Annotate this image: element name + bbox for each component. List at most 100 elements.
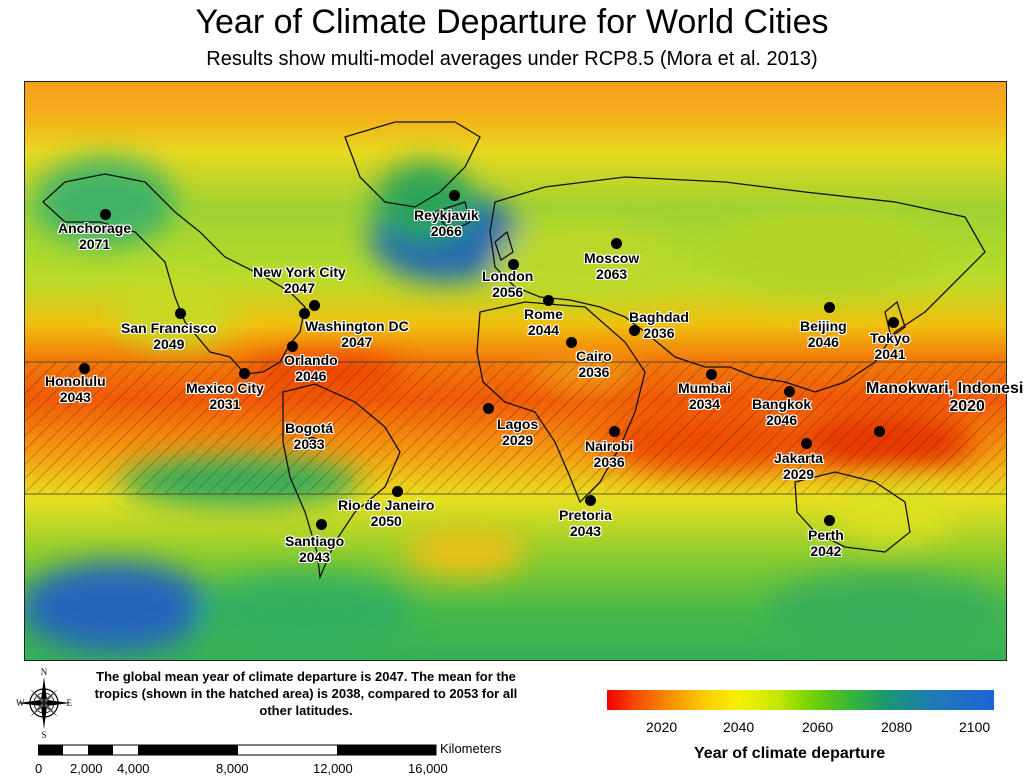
city-marker-pretoria (585, 495, 596, 506)
city-label-perth: Perth 2042 (808, 527, 844, 559)
map-title: Year of Climate Departure for World Citi… (195, 3, 829, 41)
city-year: 2071 (78, 236, 111, 252)
city-name: Rio de Janeiro (338, 497, 435, 513)
scale-tick: 8,000 (216, 761, 249, 776)
city-label-orlando: Orlando 2046 (284, 352, 338, 384)
city-label-reykjavik: Reykjavik 2066 (414, 207, 479, 239)
scale-tick: 0 (35, 761, 43, 776)
city-name: Honolulu (45, 373, 106, 389)
city-year: 2063 (596, 266, 628, 282)
city-label-bangkok: Bangkok 2046 (752, 396, 811, 428)
city-name: Bogotá (285, 420, 334, 436)
climate-departure-raster (25, 82, 1006, 660)
city-marker-london (508, 259, 519, 270)
city-label-tokyo: Tokyo 2041 (870, 330, 910, 362)
city-year: 2041 (874, 346, 906, 362)
city-name: London (482, 268, 534, 284)
city-name: Santiago (285, 533, 345, 549)
city-marker-santiago (316, 519, 327, 530)
city-label-lagos: Lagos 2029 (497, 416, 538, 448)
city-label-new-york-city: New York City 2047 (253, 264, 346, 296)
city-year: 2036 (578, 364, 610, 380)
city-label-santiago: Santiago 2043 (285, 533, 344, 565)
city-marker-orlando (287, 341, 298, 352)
city-label-london: London 2056 (482, 268, 533, 300)
city-name: Mumbai (678, 380, 731, 396)
city-year: 2066 (430, 223, 462, 239)
city-year: 2046 (807, 334, 839, 350)
city-name: Cairo (576, 348, 612, 364)
summary-note: The global mean year of climate departur… (94, 669, 518, 718)
legend-tick: 2040 (723, 719, 755, 735)
city-marker-rome (543, 295, 554, 306)
city-name: Nairobi (585, 438, 634, 454)
city-label-manokwari: Manokwari, Indonesia 2020 (866, 380, 1024, 416)
city-name: Mexico City (186, 380, 264, 396)
city-name: Bangkok (752, 396, 812, 412)
compass-e: E (67, 698, 73, 708)
city-label-baghdad: Baghdad 2036 (629, 309, 689, 341)
city-label-bogota: Bogotá 2033 (285, 420, 333, 452)
city-label-beijing: Beijing 2046 (800, 318, 847, 350)
city-year: 2034 (688, 396, 721, 412)
legend-tick: 2080 (881, 719, 913, 735)
scale-bar (38, 744, 437, 756)
legend-tick: 2020 (646, 719, 678, 735)
city-marker-san-francisco (175, 308, 186, 319)
city-year: 2042 (810, 543, 842, 559)
city-year: 2047 (341, 334, 373, 350)
city-name: Baghdad (629, 309, 689, 325)
city-name: New York City (253, 264, 346, 280)
city-marker-mexico-city (239, 368, 250, 379)
city-name: Jakarta (774, 450, 824, 466)
city-marker-beijing (824, 302, 835, 313)
world-map (24, 81, 1007, 661)
scale-tick: 4,000 (117, 761, 150, 776)
scale-tick: 16,000 (408, 761, 448, 776)
city-marker-baghdad (629, 325, 640, 336)
city-label-rio-de-janeiro: Rio de Janeiro 2050 (338, 497, 434, 529)
city-year: 2029 (782, 466, 815, 482)
city-label-cairo: Cairo 2036 (576, 348, 612, 380)
city-name: Washington DC (305, 318, 409, 334)
city-marker-reykjavik (449, 190, 460, 201)
city-year: 2043 (59, 389, 91, 405)
city-marker-tokyo (888, 317, 899, 328)
city-marker-bangkok (784, 386, 795, 397)
city-label-washington-dc: Washington DC 2047 (305, 318, 409, 350)
city-year: 2033 (293, 436, 325, 452)
city-name: Rome (524, 306, 563, 322)
city-marker-nairobi (609, 426, 620, 437)
city-name: Perth (808, 527, 844, 543)
city-year: 2020 (949, 398, 985, 415)
scale-tick: 2,000 (70, 761, 103, 776)
city-name: Manokwari, Indonesia (866, 380, 1024, 397)
city-year: 2050 (370, 513, 402, 529)
map-subtitle: Results show multi-model averages under … (206, 48, 818, 70)
city-label-mexico-city: Mexico City 2031 (186, 380, 264, 412)
legend-tick: 2060 (802, 719, 834, 735)
city-marker-lagos (483, 403, 494, 414)
city-label-jakarta: Jakarta 2029 (774, 450, 823, 482)
city-marker-new-york-city (309, 300, 320, 311)
city-name: Anchorage (58, 220, 132, 236)
city-label-san-francisco: San Francisco 2049 (121, 320, 217, 352)
city-marker-rio-de-janeiro (392, 486, 403, 497)
city-year: 2043 (569, 523, 602, 539)
city-year: 2056 (492, 284, 524, 300)
city-year: 2029 (502, 432, 534, 448)
city-label-nairobi: Nairobi 2036 (585, 438, 633, 470)
compass-n: N (41, 667, 48, 677)
city-year: 2043 (298, 549, 331, 565)
city-label-rome: Rome 2044 (524, 306, 563, 338)
city-marker-anchorage (100, 209, 111, 220)
city-marker-bogota (307, 437, 318, 448)
city-marker-washington-dc (299, 308, 310, 319)
city-name: Tokyo (870, 330, 911, 346)
city-year: 2047 (283, 280, 315, 296)
city-name: Reykjavik (414, 207, 479, 223)
city-year: 2049 (153, 336, 185, 352)
legend-title: Year of climate departure (694, 745, 886, 762)
legend-color-bar (607, 690, 994, 710)
compass-w: W (16, 698, 25, 708)
